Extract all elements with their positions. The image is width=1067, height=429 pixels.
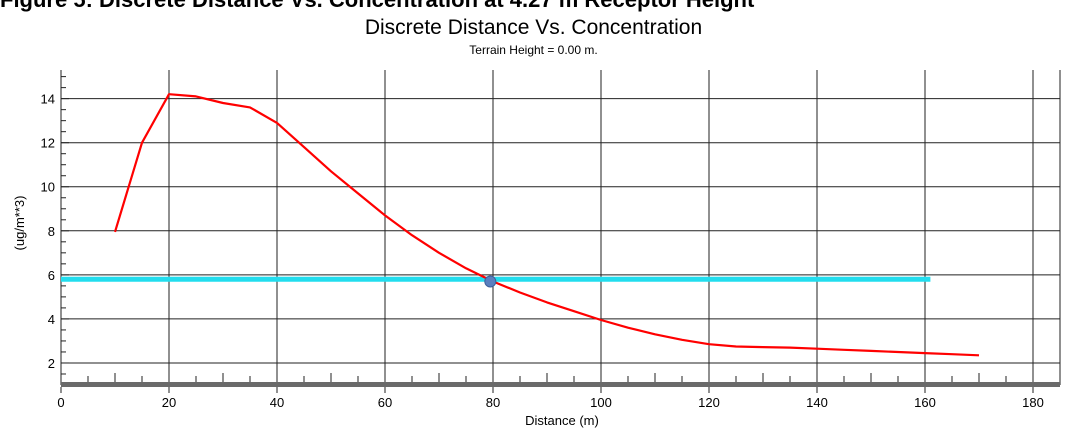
x-tick-label: 80 [486,395,500,410]
y-tick-label: 10 [41,180,55,195]
tick-marks [60,76,1034,393]
x-tick-label: 100 [590,395,612,410]
concentration-series-line [113,93,980,357]
figure-caption-cut: Figure 5: Discrete Distance Vs. Concentr… [0,0,754,13]
chart-title: Discrete Distance Vs. Concentration [364,16,703,39]
y-tick-label: 6 [48,268,55,283]
x-tick-label: 20 [162,395,176,410]
x-axis-bar [61,382,1060,387]
grid [61,70,1060,385]
data-layer [61,93,980,357]
x-tick-label: 0 [57,395,64,410]
tick-labels: 0 20 40 60 80 100 120 140 160 180 2 4 6 8 10 12 14 [41,92,1044,410]
x-tick-label: 120 [698,395,720,410]
y-tick-label: 14 [41,92,55,107]
y-axis-label: (ug/m**3) [12,196,27,251]
x-tick-label: 180 [1022,395,1044,410]
y-tick-label: 12 [41,136,55,151]
y-tick-label: 2 [48,356,55,371]
y-tick-label: 4 [48,312,55,327]
x-axis-label: Distance (m) [525,413,599,428]
x-tick-label: 60 [378,395,392,410]
x-tick-label: 160 [914,395,936,410]
intersection-marker [484,275,497,288]
chart-subtitle: Terrain Height = 0.00 m. [469,43,598,57]
x-tick-label: 40 [270,395,284,410]
y-tick-label: 8 [48,224,55,239]
plot-frame [60,70,1061,387]
x-tick-label: 140 [806,395,828,410]
